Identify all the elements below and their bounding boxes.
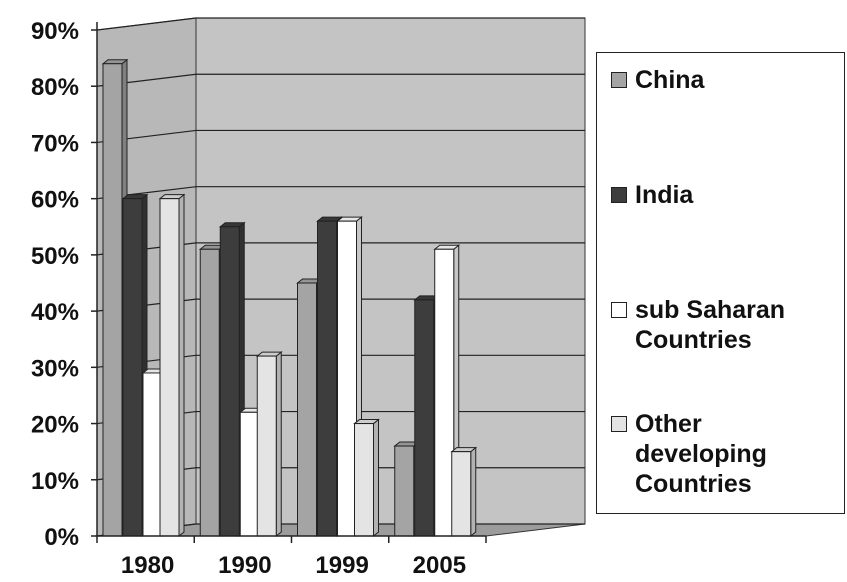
- y-tick-label: 10%: [31, 468, 79, 495]
- bar-front: [297, 282, 317, 537]
- bar-front: [102, 63, 123, 537]
- legend-swatch-sub-saharan: [611, 302, 627, 318]
- bar-front: [256, 355, 277, 537]
- legend-label-sub-saharan: sub Saharan Countries: [635, 296, 786, 354]
- bar-top: [353, 419, 380, 425]
- gridline: [96, 73, 585, 87]
- bar-front: [239, 411, 260, 537]
- x-tick-label: 1980: [121, 552, 174, 579]
- y-tick-label: 80%: [31, 74, 79, 101]
- bar: [450, 446, 478, 538]
- bar-side: [373, 418, 379, 538]
- bar-top: [336, 216, 363, 222]
- bar: [158, 193, 186, 538]
- bar-front: [122, 198, 143, 537]
- legend-item-sub-saharan: sub Saharan Countries: [611, 295, 840, 355]
- legend: China India sub Saharan Countries Other …: [596, 52, 845, 514]
- gridline: [96, 129, 585, 144]
- bar-side: [470, 446, 477, 538]
- y-axis-ticks: 0% 10% 20% 30% 40% 50% 60% 70% 80% 90%: [31, 18, 97, 551]
- y-tick-label: 0%: [44, 524, 79, 551]
- bar-front: [434, 248, 455, 537]
- x-tick-label: 1999: [315, 552, 368, 579]
- bar: [353, 418, 380, 538]
- y-tick-label: 60%: [31, 187, 79, 214]
- x-tick-label: 1990: [218, 552, 271, 579]
- legend-item-india: India: [611, 180, 840, 210]
- bar-top: [218, 222, 246, 228]
- y-tick-label: 90%: [31, 18, 79, 45]
- legend-label-china: China: [635, 66, 705, 94]
- bar: [433, 244, 461, 538]
- bar-front: [354, 423, 374, 537]
- x-axis-ticks: 1980 1990 1999 2005: [96, 536, 487, 579]
- bar-top: [450, 447, 478, 453]
- bar-front: [219, 226, 240, 537]
- bar-front: [199, 248, 220, 537]
- y-tick-label: 20%: [31, 412, 79, 439]
- legend-swatch-other-developing: [611, 416, 627, 432]
- bar-front: [414, 299, 435, 537]
- bar-top: [433, 244, 461, 250]
- bar-side: [275, 351, 282, 538]
- bar-front: [142, 372, 163, 537]
- legend-item-other-developing: Other developing Countries: [611, 409, 840, 499]
- bar-front: [337, 220, 357, 537]
- y-tick-label: 70%: [31, 130, 79, 157]
- bar-top: [158, 194, 186, 200]
- gridline: [96, 17, 585, 31]
- y-tick-label: 50%: [31, 243, 79, 270]
- bar-top: [255, 351, 283, 357]
- bar-top: [121, 194, 149, 200]
- bar: [255, 351, 283, 538]
- x-tick-label: 2005: [413, 552, 466, 579]
- legend-swatch-china: [611, 72, 627, 88]
- y-tick-label: 30%: [31, 355, 79, 382]
- bar-front: [451, 451, 472, 537]
- bar-side: [178, 193, 185, 538]
- bar-front: [159, 198, 180, 537]
- bar-front: [394, 445, 415, 537]
- bars: [101, 58, 478, 538]
- bar-top: [101, 59, 129, 65]
- legend-label-other-developing: Other developing Countries: [635, 410, 767, 498]
- legend-label-india: India: [635, 181, 694, 209]
- legend-swatch-india: [611, 187, 627, 203]
- y-tick-label: 40%: [31, 299, 79, 326]
- bar-front: [317, 220, 337, 537]
- legend-item-china: China: [611, 65, 840, 95]
